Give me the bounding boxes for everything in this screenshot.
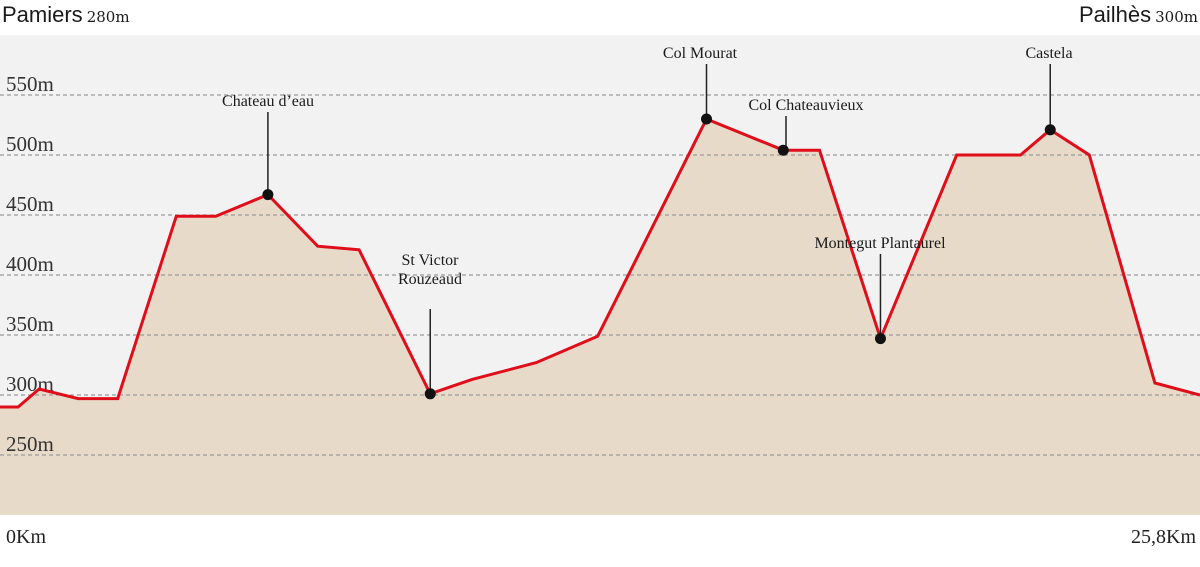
poi-label-col-chateauvieux: Col Chateauvieux xyxy=(748,97,863,114)
poi-marker-montegut-plantaurel xyxy=(874,333,886,345)
poi-marker-chateau-d-eau xyxy=(262,189,274,201)
poi-marker-st-victor-rouzeaud xyxy=(424,388,436,400)
y-tick-label-250: 250m xyxy=(6,432,54,456)
y-tick-label-500: 500m xyxy=(6,132,54,156)
start-location-name: Pamiers xyxy=(2,2,83,27)
poi-label-line: Montegut Plantaurel xyxy=(814,235,946,252)
poi-label-st-victor-rouzeaud: St Victor Rouzeaud xyxy=(398,252,462,288)
poi-label-line: Chateau d’eau xyxy=(222,93,314,110)
end-location-header: Pailhès 300m xyxy=(1079,2,1198,28)
poi-label-line: Col Chateauvieux xyxy=(748,97,863,114)
poi-marker-col-mourat xyxy=(701,113,713,125)
y-tick-label-400: 400m xyxy=(6,252,54,276)
poi-label-line: Rouzeaud xyxy=(398,271,462,288)
poi-label-line: Castela xyxy=(1025,45,1072,62)
end-location-name: Pailhès xyxy=(1078,2,1152,27)
start-location-header: Pamiers 280m xyxy=(2,2,130,28)
x-tick-label-start: 0Km xyxy=(6,526,46,548)
poi-label-montegut-plantaurel: Montegut Plantaurel xyxy=(814,235,946,252)
poi-label-line: Col Mourat xyxy=(663,45,738,62)
poi-label-castela: Castela xyxy=(1025,45,1072,62)
end-location-altitude: 300m xyxy=(1155,8,1198,26)
poi-marker-castela xyxy=(1044,124,1056,136)
poi-label-chateau-d-eau: Chateau d’eau xyxy=(222,93,314,110)
poi-marker-col-chateauvieux xyxy=(777,144,789,156)
elevation-line xyxy=(0,117,1200,409)
y-tick-label-350: 350m xyxy=(6,312,54,336)
poi-label-col-mourat: Col Mourat xyxy=(663,45,738,62)
x-tick-label-end: 25,8Km xyxy=(1131,526,1196,548)
start-location-altitude: 280m xyxy=(86,8,130,26)
y-tick-label-450: 450m xyxy=(6,192,54,216)
poi-label-line: St Victor xyxy=(402,252,460,269)
y-tick-label-550: 550m xyxy=(6,72,54,96)
elevation-area-fill xyxy=(0,119,1200,515)
